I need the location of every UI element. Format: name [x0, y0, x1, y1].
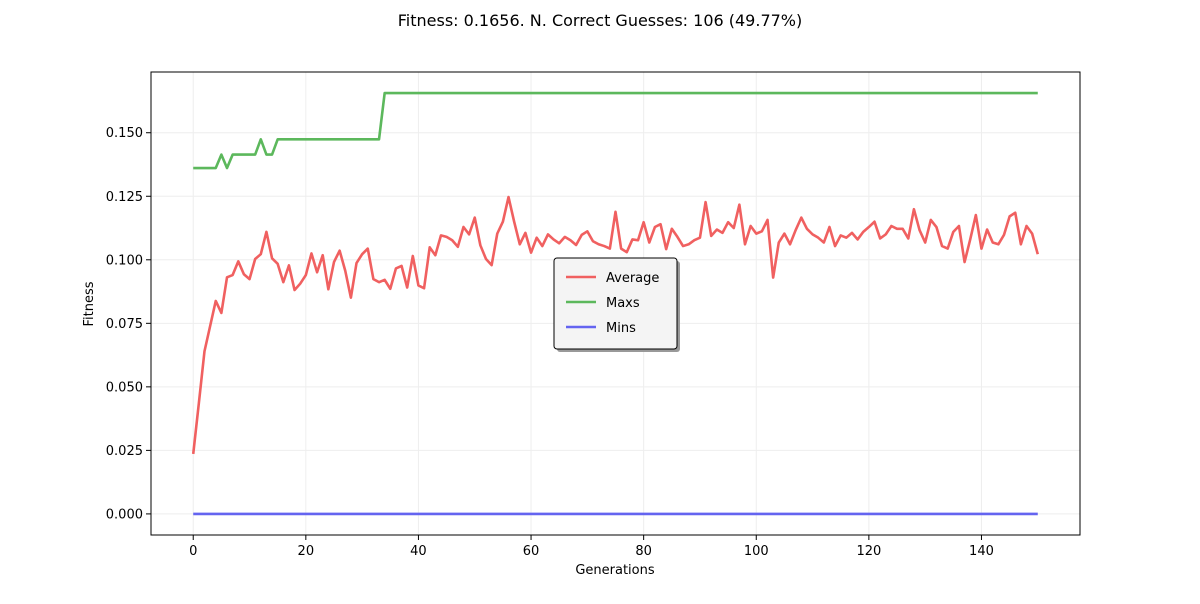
y-axis-ticks: 0.000 0.025 0.050 0.075 0.100 0.125 0.150 — [106, 126, 151, 522]
x-tick-label: 140 — [969, 544, 994, 559]
y-tick-label: 0.050 — [106, 380, 143, 395]
x-tick-label: 120 — [856, 544, 881, 559]
y-tick-label: 0.000 — [106, 507, 143, 522]
y-tick-label: 0.100 — [106, 253, 143, 268]
legend: Average Maxs Mins — [553, 257, 680, 352]
legend-label-maxs: Maxs — [606, 296, 640, 311]
y-tick-label: 0.150 — [106, 126, 143, 141]
series-line-maxs — [193, 91, 1038, 170]
x-tick-label: 60 — [523, 544, 540, 559]
y-tick-label: 0.125 — [106, 190, 143, 205]
x-tick-label: 20 — [298, 544, 315, 559]
series-line-average — [191, 195, 1040, 455]
chart-title: Fitness: 0.1656. N. Correct Guesses: 106… — [398, 11, 803, 30]
legend-label-average: Average — [606, 271, 659, 286]
x-axis-label: Generations — [575, 563, 655, 578]
y-tick-label: 0.025 — [106, 444, 143, 459]
y-axis-label: Fitness — [82, 281, 97, 326]
legend-entries: Average Maxs Mins — [566, 271, 659, 336]
plot-frame — [150, 71, 1081, 536]
series-layer — [191, 91, 1040, 516]
x-tick-label: 40 — [410, 544, 427, 559]
x-axis-ticks: 0 20 40 60 80 100 120 140 — [189, 535, 994, 559]
x-tick-label: 100 — [744, 544, 769, 559]
y-tick-label: 0.075 — [106, 317, 143, 332]
x-tick-label: 80 — [635, 544, 652, 559]
legend-label-mins: Mins — [606, 321, 636, 336]
x-tick-label: 0 — [189, 544, 197, 559]
